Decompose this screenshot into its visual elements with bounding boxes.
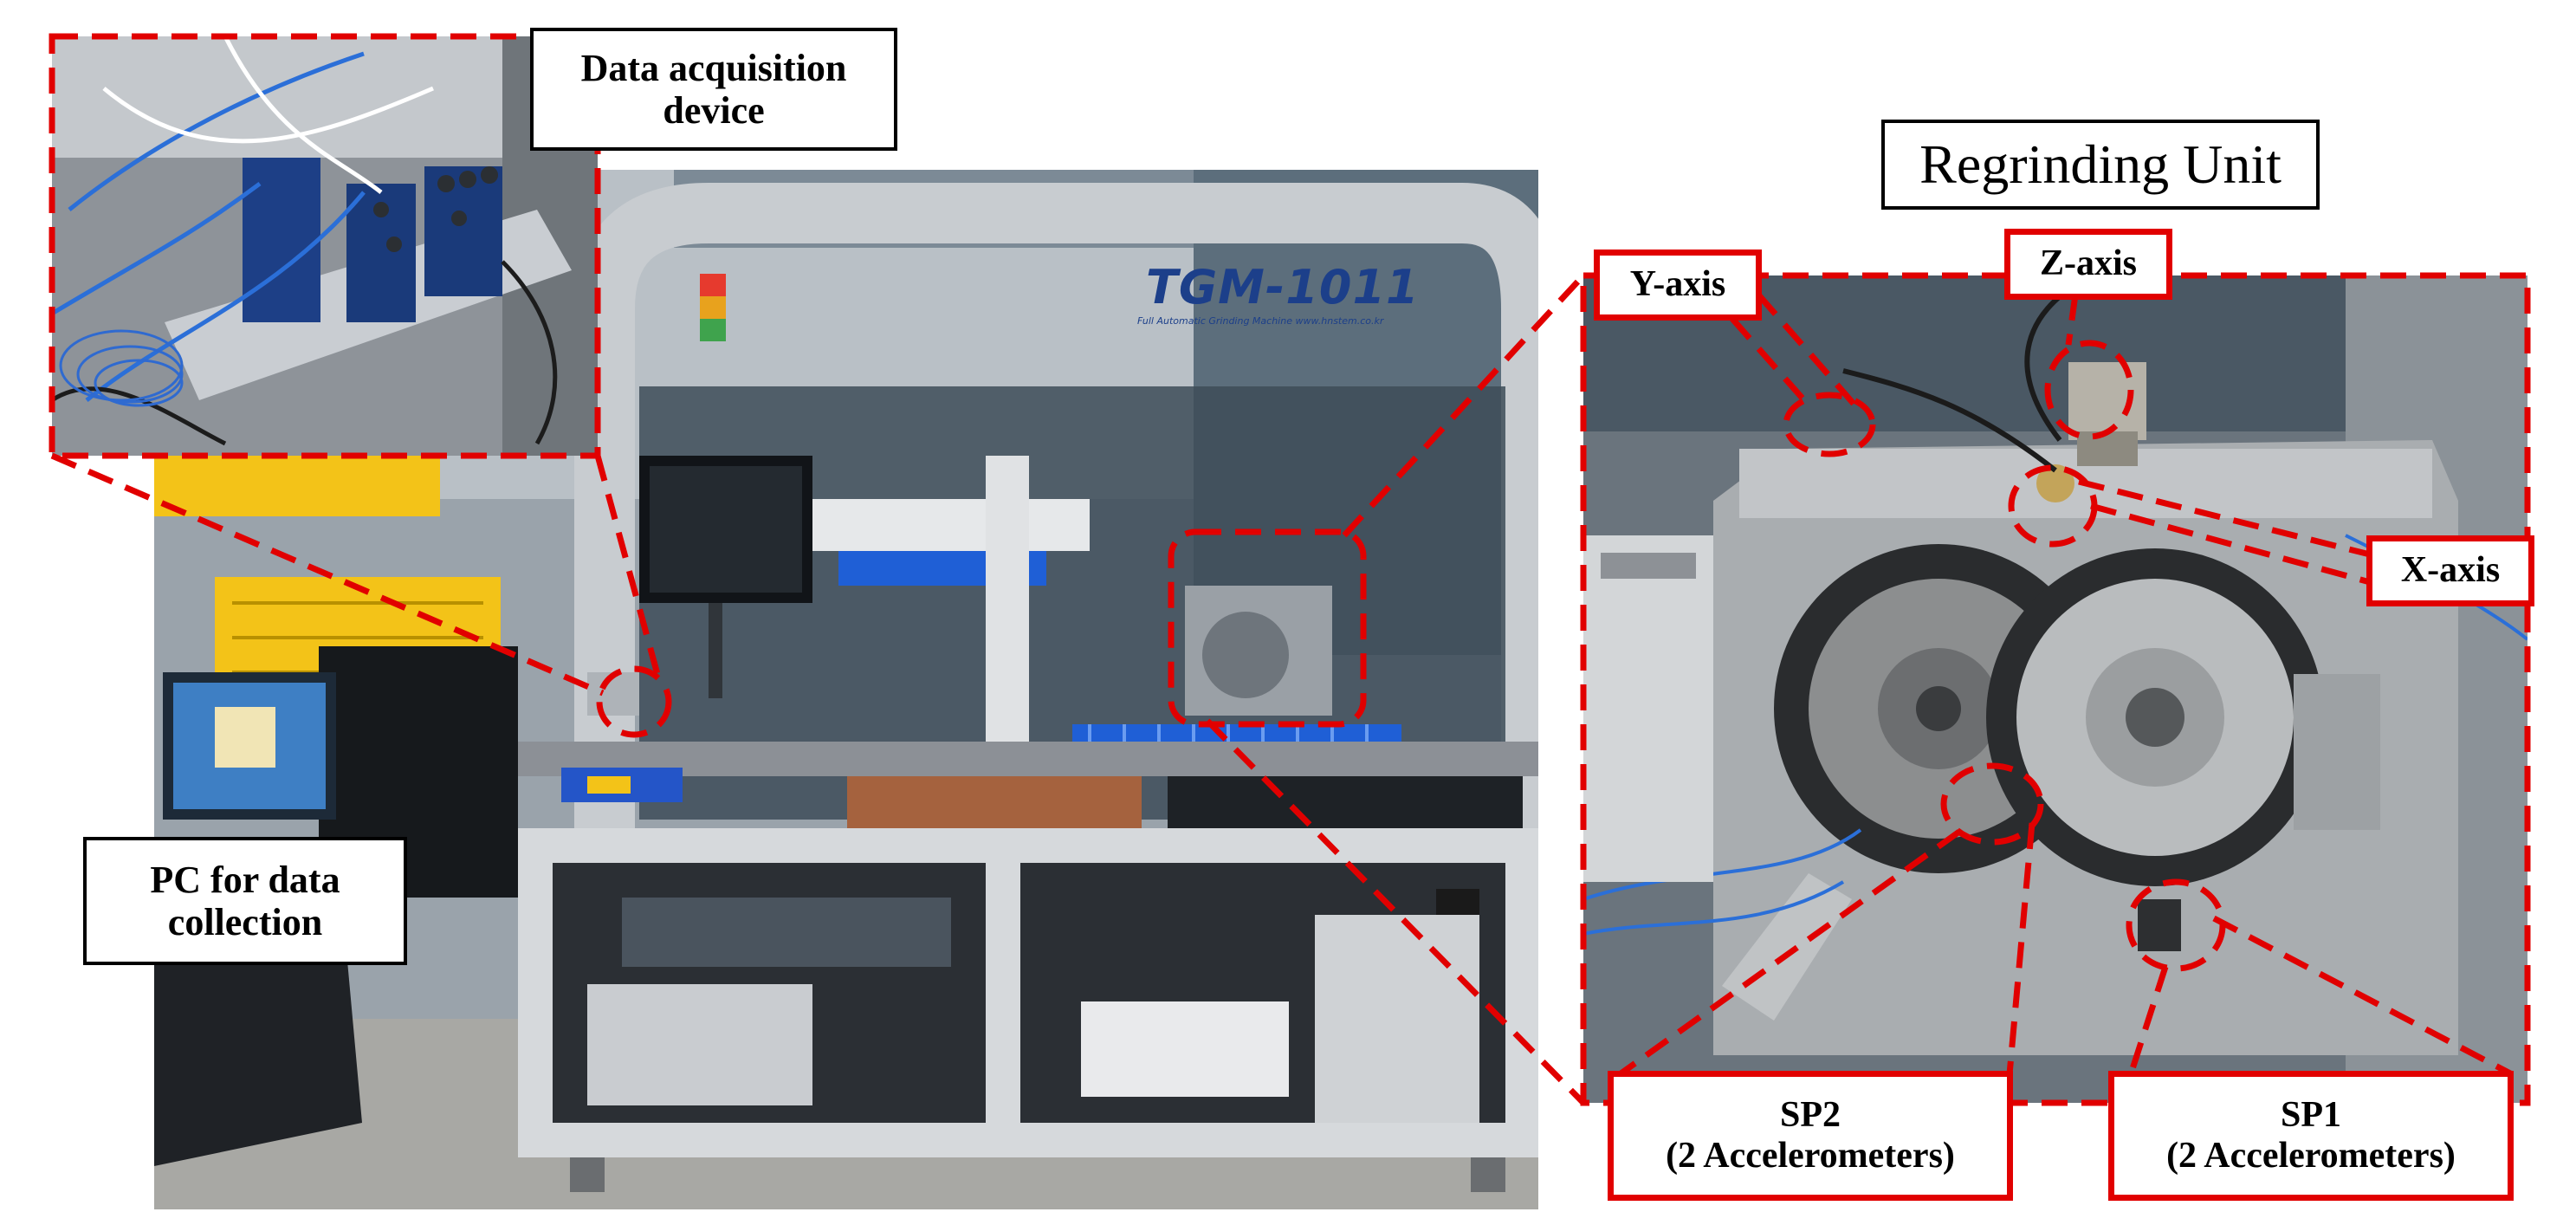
sp2-label: SP2 (2 Accelerometers)	[1608, 1071, 2013, 1201]
z-axis-text: Z-axis	[2039, 243, 2137, 284]
machine-model-text: TGM-1011	[1146, 260, 1420, 314]
unit-title-label: Regrinding Unit	[1881, 120, 2320, 210]
sp1-name-text: SP1	[2280, 1094, 2341, 1135]
y-axis-text: Y-axis	[1629, 264, 1726, 305]
pc-label-text: PC for data collection	[150, 858, 340, 943]
daq-photo	[52, 36, 598, 456]
sp1-label: SP1 (2 Accelerometers)	[2108, 1071, 2514, 1201]
z-axis-label: Z-axis	[2004, 229, 2172, 300]
daq-label-text: Data acquisition device	[580, 46, 847, 132]
x-axis-text: X-axis	[2400, 550, 2501, 591]
regrinding-unit-photo	[1583, 275, 2527, 1103]
sp2-desc-text: (2 Accelerometers)	[1666, 1136, 1955, 1176]
machine-photo: TGM-1011 Full Automatic Grinding Machine…	[154, 170, 1538, 1209]
sp2-name-text: SP2	[1779, 1094, 1841, 1135]
daq-label: Data acquisition device	[530, 28, 897, 151]
x-axis-label: X-axis	[2366, 535, 2534, 606]
sp1-desc-text: (2 Accelerometers)	[2166, 1136, 2456, 1176]
pc-label: PC for data collection	[83, 837, 407, 965]
y-axis-label: Y-axis	[1594, 250, 1762, 321]
machine-subtitle-text: Full Automatic Grinding Machine www.hnst…	[1137, 315, 1384, 327]
unit-title-text: Regrinding Unit	[1919, 133, 2282, 196]
